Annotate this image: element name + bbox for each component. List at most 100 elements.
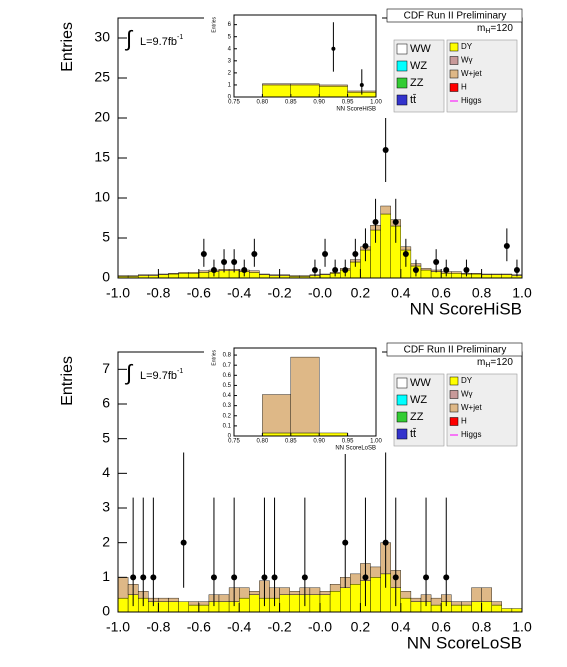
x-tick-label: -1.0 xyxy=(106,619,130,635)
legend-label: W+jet xyxy=(461,69,482,78)
y-tick-label: 0.8 xyxy=(223,353,232,359)
histogram-bar xyxy=(290,84,320,98)
data-point xyxy=(362,243,369,249)
legend-box xyxy=(446,373,518,447)
legend-swatch xyxy=(396,60,408,72)
x-tick-label: 0.2 xyxy=(351,619,371,635)
data-point xyxy=(332,267,339,273)
data-point xyxy=(382,539,389,546)
y-axis-label: Entries xyxy=(59,356,76,406)
legend-swatch xyxy=(449,56,459,65)
x-tick-label: -0.2 xyxy=(268,619,292,635)
luminosity: L=9.7fb-1 xyxy=(140,34,183,48)
x-tick-label: 0.8 xyxy=(472,619,492,635)
y-tick-label: 0.5 xyxy=(223,383,232,389)
histogram-bar xyxy=(117,577,129,599)
histogram-bar xyxy=(289,275,301,277)
x-tick-label: -0.6 xyxy=(187,285,211,301)
legend-label: ZZ xyxy=(410,411,424,423)
histogram-bar xyxy=(350,584,361,613)
y-axis-label: Entries xyxy=(211,17,217,33)
histogram-bar xyxy=(198,272,210,279)
legend-label: W+jet xyxy=(461,403,482,412)
x-axis-label: NN ScoreLoSB xyxy=(407,633,522,652)
mass-value: =120 xyxy=(490,23,513,34)
lumi-symbol: ∫ xyxy=(124,360,134,385)
legend-label: Higgs xyxy=(461,96,481,105)
histogram-bar xyxy=(249,270,260,273)
plot-area xyxy=(234,15,376,97)
y-tick-label: 0.1 xyxy=(223,423,232,429)
histogram-bar xyxy=(137,274,149,276)
data-point xyxy=(180,539,187,546)
histogram-bar xyxy=(471,273,482,275)
histogram-bar xyxy=(380,205,391,215)
histogram-bar xyxy=(188,604,199,613)
histogram-bar xyxy=(188,273,199,279)
y-tick-label: 5 xyxy=(102,429,110,445)
title-box xyxy=(386,342,523,357)
histogram-bar xyxy=(471,587,482,602)
mass-value: =120 xyxy=(490,357,513,368)
y-tick-label: 4 xyxy=(102,464,110,480)
x-tick-label: 0.80 xyxy=(257,100,269,106)
x-tick-label: 0.85 xyxy=(285,100,297,106)
x-tick-label: 0.95 xyxy=(342,100,354,106)
histogram-bar xyxy=(299,275,311,277)
data-point xyxy=(311,267,318,273)
histogram-bar xyxy=(262,83,291,86)
legend-swatch xyxy=(396,377,408,389)
histogram-bar xyxy=(127,275,139,277)
y-tick-label: 1 xyxy=(228,83,232,89)
histogram-bar xyxy=(198,601,210,606)
histogram-bar xyxy=(218,601,230,613)
x-tick-label: 0.4 xyxy=(391,619,411,635)
histogram-bar xyxy=(410,601,422,613)
data-point xyxy=(130,574,137,581)
data-point xyxy=(301,574,308,581)
mass-label: mH=120 xyxy=(477,357,513,369)
legend-label: Higgs xyxy=(461,430,481,439)
histogram-bar xyxy=(178,272,189,274)
plot-frame xyxy=(233,347,377,437)
legend-label: WW xyxy=(410,377,431,389)
y-tick-label: 0 xyxy=(228,434,232,440)
data-point xyxy=(150,574,157,581)
y-tick-label: 6 xyxy=(102,395,110,411)
legend-swatch xyxy=(449,390,459,399)
histogram-bar xyxy=(420,268,432,271)
y-tick-label: 10 xyxy=(94,189,110,205)
x-tick-label: 0.2 xyxy=(351,285,371,301)
legend-swatch xyxy=(449,403,459,413)
y-tick-label: 7 xyxy=(102,360,110,376)
x-tick-label: -0.0 xyxy=(308,285,332,301)
legend-swatch xyxy=(449,42,459,52)
data-point xyxy=(221,259,228,265)
data-point xyxy=(352,251,359,257)
x-tick-label: 0.6 xyxy=(431,619,451,635)
data-point xyxy=(210,267,217,273)
data-point xyxy=(443,574,450,581)
histogram-bar xyxy=(491,604,503,613)
x-tick-label: 1.0 xyxy=(512,285,532,301)
data-point xyxy=(513,267,520,273)
histogram-bar xyxy=(249,591,260,595)
y-axis-label: Entries xyxy=(211,350,217,366)
data-point xyxy=(392,219,399,225)
histogram-bar xyxy=(238,597,250,613)
data-point xyxy=(200,251,207,257)
histogram-bar xyxy=(430,597,442,606)
y-tick-label: 6 xyxy=(228,22,232,28)
data-point xyxy=(362,574,369,581)
histogram-bar xyxy=(290,356,320,434)
histogram-bar xyxy=(188,601,199,606)
y-tick-label: 5 xyxy=(228,34,232,40)
y-axis-label: Entries xyxy=(59,22,76,72)
histogram-bar xyxy=(168,597,179,602)
legend-label: tt̄ xyxy=(410,428,416,440)
x-tick-label: 0.80 xyxy=(257,439,269,445)
histogram-bar xyxy=(400,597,412,613)
histogram-bar xyxy=(319,85,348,98)
legend-label: WW xyxy=(410,43,431,55)
